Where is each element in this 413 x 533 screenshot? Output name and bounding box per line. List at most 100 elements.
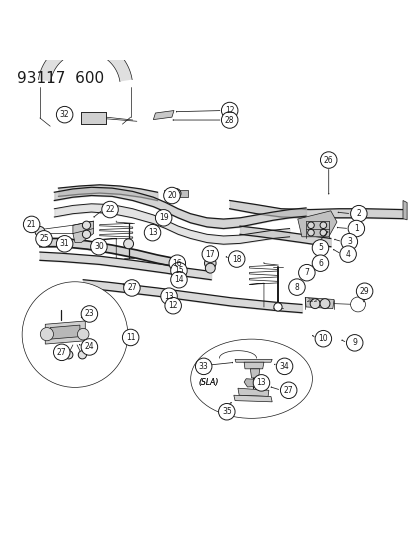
Text: 32: 32 [60,110,69,119]
Circle shape [23,216,40,233]
Polygon shape [153,110,173,119]
Circle shape [36,231,52,247]
Text: 23: 23 [84,310,94,318]
Circle shape [314,330,331,347]
Circle shape [204,257,216,269]
Text: 10: 10 [318,334,328,343]
Circle shape [56,236,73,252]
Circle shape [164,297,181,314]
Text: 25: 25 [39,235,49,244]
Text: 11: 11 [126,333,135,342]
Circle shape [356,283,372,300]
Polygon shape [81,112,106,124]
Circle shape [123,239,133,249]
Circle shape [169,255,185,271]
Text: 12: 12 [168,301,178,310]
Text: 12: 12 [224,106,234,115]
Text: 8: 8 [294,282,299,292]
Text: 27: 27 [57,348,66,357]
Circle shape [171,259,182,270]
Circle shape [22,282,128,387]
Circle shape [320,152,336,168]
Circle shape [273,303,281,311]
Circle shape [35,227,45,236]
Circle shape [160,288,177,304]
Circle shape [205,263,215,273]
Polygon shape [244,362,263,369]
Polygon shape [250,369,259,378]
Text: 5: 5 [317,244,322,253]
Text: 34: 34 [279,362,289,371]
Circle shape [195,358,211,375]
Circle shape [319,298,329,309]
Circle shape [53,344,70,361]
Circle shape [253,375,269,391]
Circle shape [170,262,187,279]
Circle shape [81,338,97,355]
Circle shape [77,328,89,340]
Text: 13: 13 [256,378,266,387]
Circle shape [205,253,215,263]
Circle shape [221,102,237,119]
Circle shape [350,205,366,222]
Circle shape [56,107,73,123]
Text: 6: 6 [317,259,322,268]
Circle shape [204,246,216,258]
Circle shape [171,189,180,198]
Circle shape [122,329,139,346]
Circle shape [298,264,314,281]
Text: 222: 222 [307,298,319,303]
Polygon shape [233,395,271,402]
Ellipse shape [190,339,312,418]
Circle shape [288,279,304,295]
Text: 19: 19 [159,213,168,222]
Text: 7: 7 [304,268,309,277]
Circle shape [319,222,326,229]
Text: 28: 28 [224,116,234,125]
Text: 4: 4 [345,249,350,259]
Text: (SLA): (SLA) [198,378,219,387]
Circle shape [346,335,362,351]
Text: 15: 15 [174,266,183,275]
Circle shape [163,187,180,204]
Polygon shape [38,39,132,82]
Text: 2: 2 [356,209,361,218]
Text: 24: 24 [84,343,94,351]
Circle shape [82,221,90,229]
Circle shape [340,233,357,250]
Polygon shape [50,325,80,339]
Text: 30: 30 [94,242,104,251]
Circle shape [319,229,326,236]
Text: 16: 16 [172,259,182,268]
Circle shape [78,351,86,359]
Text: 13: 13 [147,228,157,237]
Text: 18: 18 [231,255,241,264]
Polygon shape [304,297,333,309]
Circle shape [347,220,364,237]
Text: 1: 1 [353,224,358,233]
Text: 31: 31 [60,239,69,248]
Circle shape [307,222,313,229]
Circle shape [90,238,107,255]
Polygon shape [237,388,268,397]
Circle shape [144,224,160,241]
Circle shape [102,201,118,218]
Circle shape [280,382,296,399]
Text: 14: 14 [174,275,183,284]
Circle shape [64,351,73,359]
Polygon shape [235,359,271,362]
Circle shape [311,240,328,256]
Circle shape [40,328,53,341]
Text: 33: 33 [198,362,208,371]
Circle shape [221,112,237,128]
Polygon shape [45,321,85,344]
Circle shape [81,306,97,322]
Polygon shape [297,211,336,237]
Circle shape [309,298,319,309]
Circle shape [155,209,171,226]
Text: (SLA): (SLA) [198,378,219,387]
Text: 22: 22 [105,205,114,214]
Circle shape [275,358,292,375]
Polygon shape [73,221,93,243]
Circle shape [218,403,235,420]
